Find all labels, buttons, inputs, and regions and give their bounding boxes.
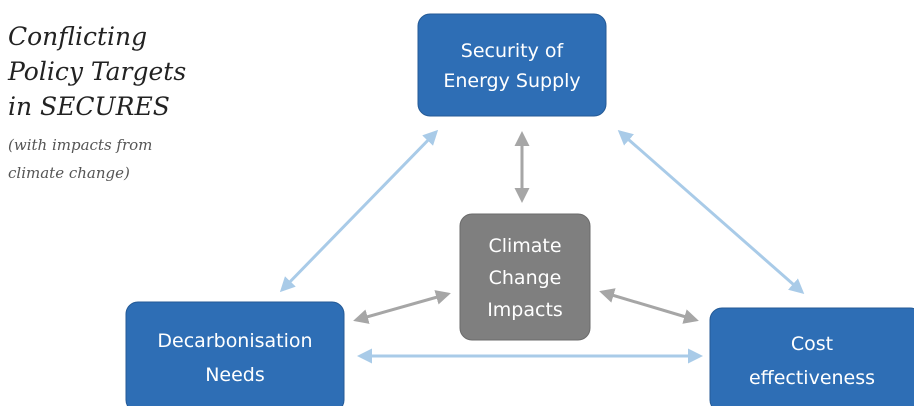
node-label: Climate bbox=[488, 235, 561, 257]
arrow bbox=[617, 130, 805, 294]
node-label: Cost bbox=[791, 333, 833, 355]
title-line: in SECURES bbox=[8, 92, 170, 121]
arrow bbox=[279, 129, 439, 293]
impacts bbox=[353, 131, 699, 324]
node-label: Decarbonisation bbox=[157, 330, 312, 352]
arrow bbox=[353, 290, 451, 324]
node-label: Change bbox=[489, 267, 562, 289]
node-box bbox=[459, 213, 591, 341]
subtitle-line: climate change) bbox=[8, 164, 130, 182]
title-line: Policy Targets bbox=[7, 57, 186, 86]
subtitle-line: (with impacts from bbox=[8, 136, 152, 154]
relations bbox=[279, 129, 805, 364]
node-box bbox=[417, 13, 607, 117]
node-label: Impacts bbox=[487, 299, 563, 321]
node-label: Energy Supply bbox=[443, 70, 580, 92]
title-line: Conflicting bbox=[8, 22, 147, 51]
node-label: effectiveness bbox=[749, 367, 875, 389]
node-label: Security of bbox=[461, 40, 565, 62]
arrow bbox=[599, 288, 699, 324]
node-box bbox=[125, 301, 345, 406]
node-label: Needs bbox=[205, 364, 265, 386]
node-box bbox=[709, 307, 914, 406]
